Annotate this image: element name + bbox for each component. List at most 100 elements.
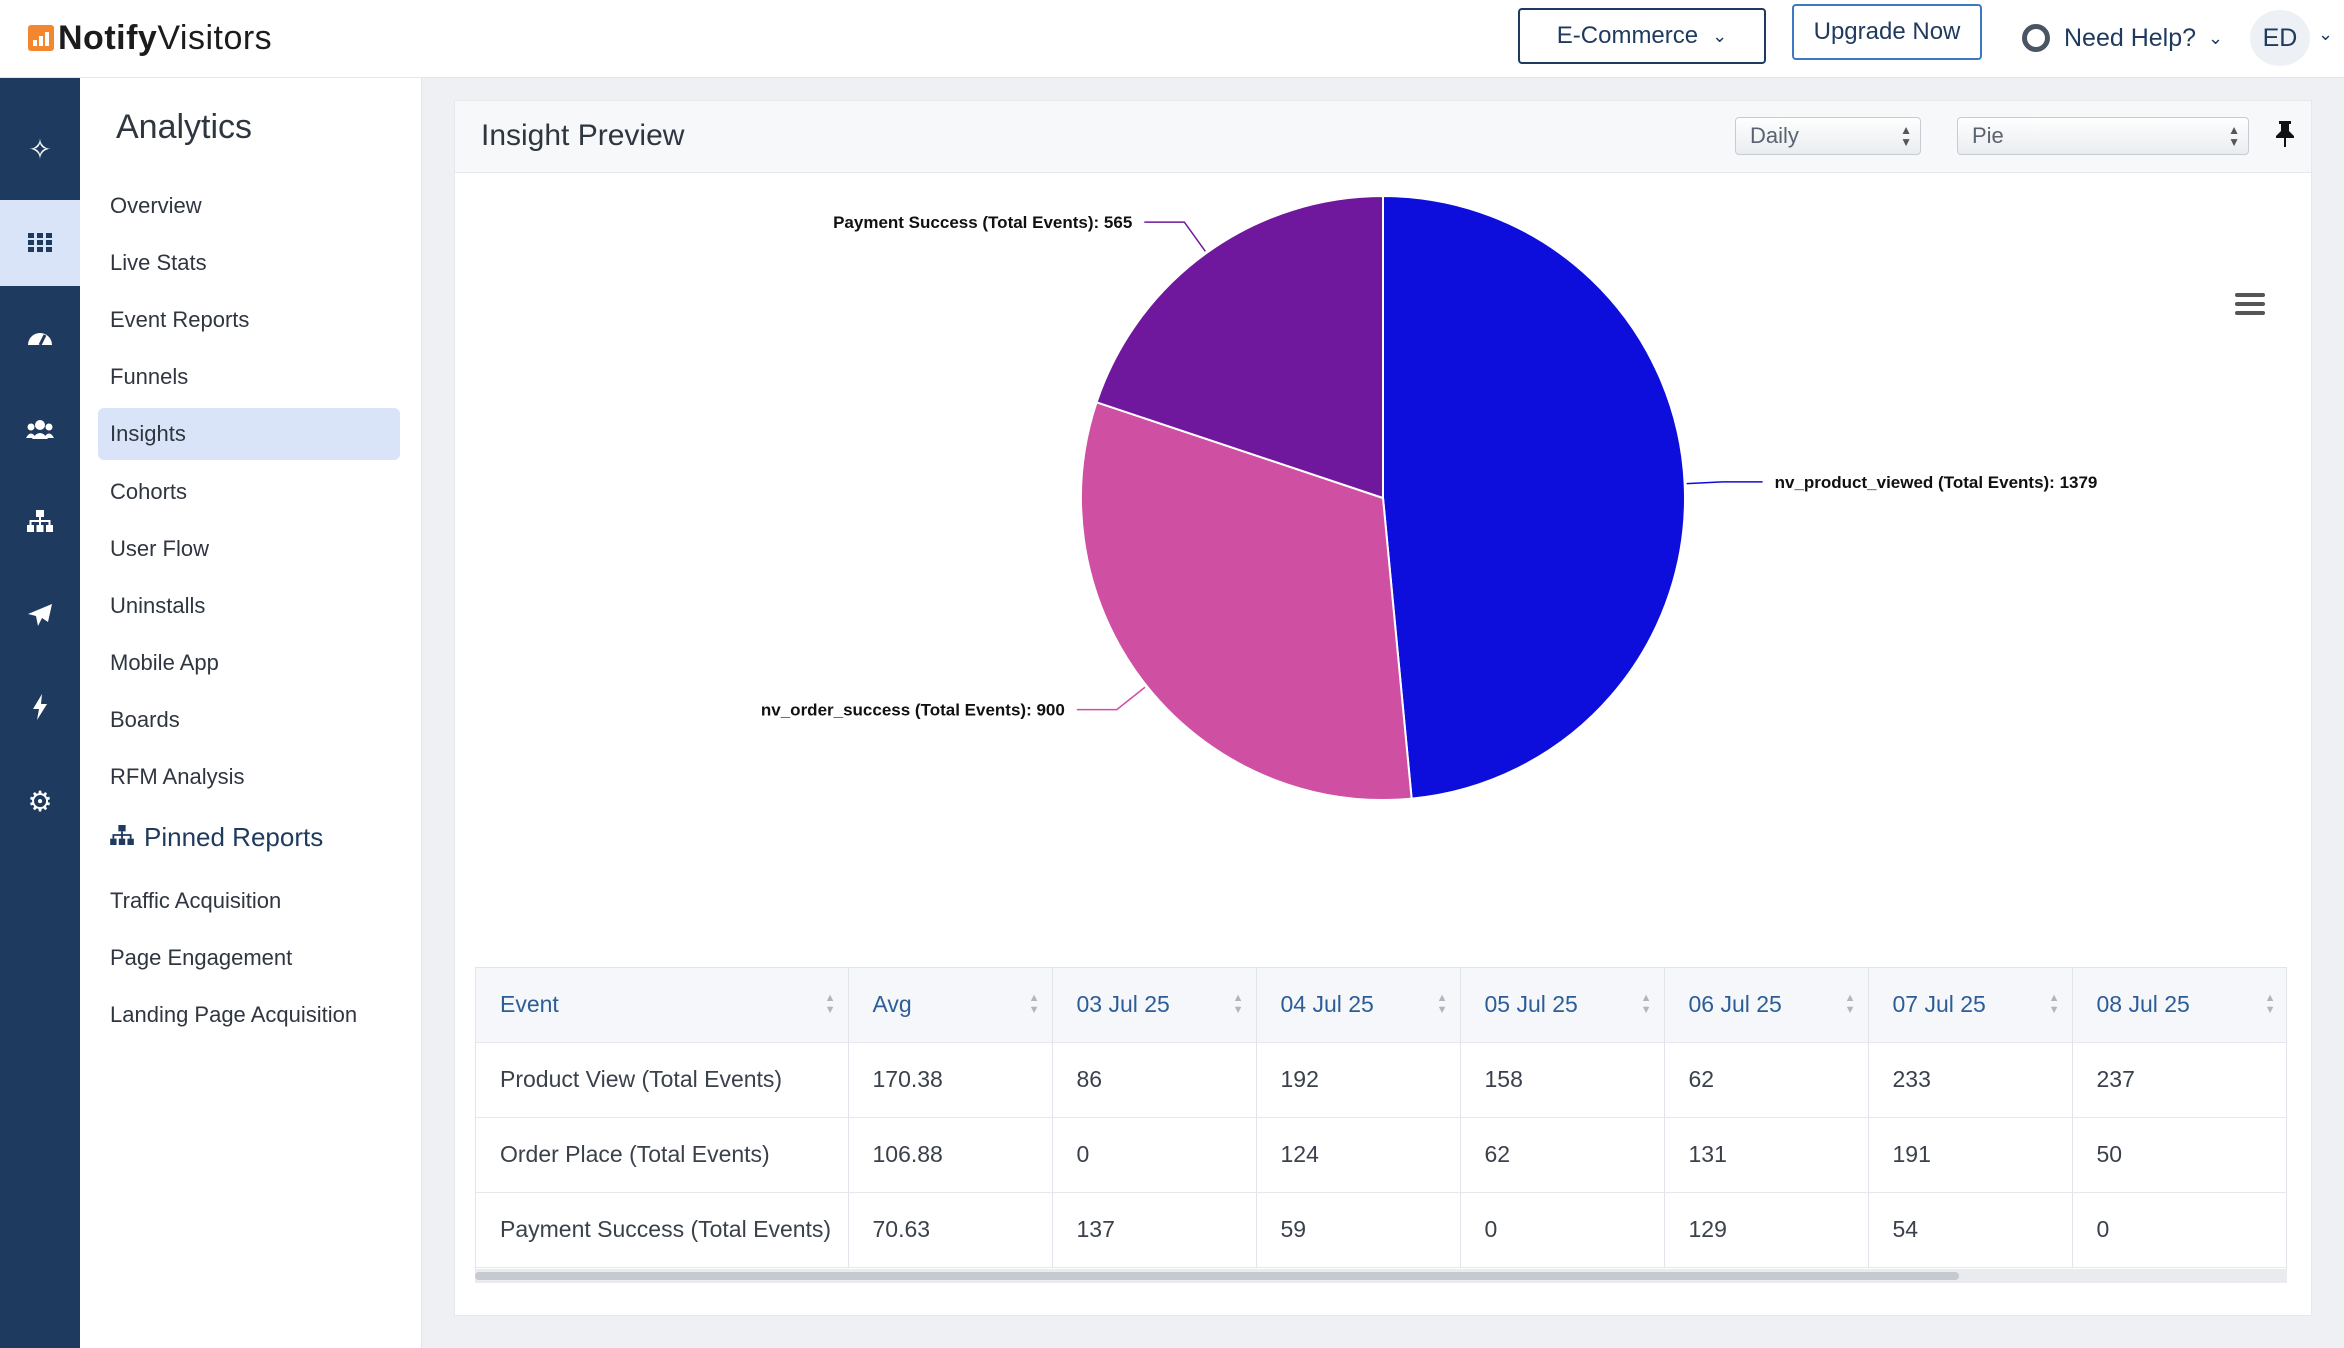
table-cell: 0 xyxy=(1052,1117,1257,1193)
send-icon[interactable] xyxy=(0,572,80,658)
table-cell: 86 xyxy=(1052,1042,1257,1118)
chart-menu-icon[interactable] xyxy=(2235,293,2265,317)
scrollbar-thumb[interactable] xyxy=(475,1272,1959,1280)
slice-connector-line xyxy=(1144,221,1206,252)
select-arrows-icon: ▲ ▼ xyxy=(2228,123,2240,149)
apps-grid-icon[interactable] xyxy=(0,200,80,286)
table-cell: 54 xyxy=(1868,1192,2073,1268)
table-cell: Order Place (Total Events) xyxy=(476,1117,849,1193)
table-cell: 170.38 xyxy=(848,1042,1053,1118)
menu-item-cohorts[interactable]: Cohorts xyxy=(110,479,188,504)
chevron-down-icon[interactable]: ⌄ xyxy=(2318,24,2334,44)
bolt-icon[interactable] xyxy=(0,664,80,750)
menu-item-insights[interactable]: Insights xyxy=(98,408,400,460)
column-header-date[interactable]: 03 Jul 25 ▲ ▼ xyxy=(1052,968,1257,1043)
column-header-date[interactable]: 07 Jul 25 ▲ ▼ xyxy=(1868,968,2073,1043)
pie-slice[interactable] xyxy=(1382,194,1686,800)
sort-icon[interactable]: ▲ ▼ xyxy=(1232,992,1244,1016)
menu-title: Analytics xyxy=(116,108,253,146)
sort-icon[interactable]: ▲ ▼ xyxy=(1640,992,1652,1016)
column-header-date[interactable]: 05 Jul 25 ▲ ▼ xyxy=(1460,968,1665,1043)
project-selector[interactable]: E-Commerce ⌄ xyxy=(1518,8,1766,64)
table-cell: 124 xyxy=(1256,1117,1461,1193)
table-cell: 0 xyxy=(2072,1192,2286,1268)
table-cell: Payment Success (Total Events) xyxy=(476,1192,849,1268)
chart-type-select[interactable]: Pie ▲ ▼ xyxy=(1957,117,2249,155)
upgrade-button[interactable]: Upgrade Now xyxy=(1792,4,1982,60)
menu-item-mobile-app[interactable]: Mobile App xyxy=(110,650,219,675)
pie-slice[interactable] xyxy=(1095,194,1384,500)
select-arrows-icon: ▲ ▼ xyxy=(1900,123,1912,149)
menu-item-boards[interactable]: Boards xyxy=(110,707,180,732)
insight-preview-panel: Insight Preview Daily ▲ ▼ Pie ▲ ▼ nv_produ… xyxy=(454,100,2312,1316)
column-header-date[interactable]: 06 Jul 25 ▲ ▼ xyxy=(1664,968,1869,1043)
menu-item-event-reports[interactable]: Event Reports xyxy=(110,307,250,332)
interval-select[interactable]: Daily ▲ ▼ xyxy=(1735,117,1921,155)
pin-icon[interactable] xyxy=(2275,121,2295,154)
sort-icon[interactable]: ▲ ▼ xyxy=(1028,992,1040,1016)
table-cell: 62 xyxy=(1460,1117,1665,1193)
column-header-date[interactable]: 08 Jul 25 ▲ ▼ xyxy=(2072,968,2286,1043)
slice-connector-line xyxy=(1076,686,1146,711)
project-selector-label: E-Commerce xyxy=(1556,22,1699,49)
lifebuoy-icon xyxy=(2022,24,2050,52)
chevron-down-icon: ⌄ xyxy=(1712,25,1728,46)
panel-title: Insight Preview xyxy=(481,119,685,152)
slice-connector-line xyxy=(1686,481,1763,485)
menu-item-overview[interactable]: Overview xyxy=(110,193,202,218)
pie-slice[interactable] xyxy=(1080,401,1413,801)
insight-table: Event ▲ ▼ Avg ▲ ▼ 03 Jul 25 ▲ ▼ 04 Jul 25 ▲ ▼ 05… xyxy=(475,967,2287,1283)
gear-icon[interactable]: ⚙ xyxy=(27,785,53,817)
table-cell: 70.63 xyxy=(848,1192,1053,1268)
logo-text: NotifyVisitors xyxy=(58,18,273,57)
help-label: Need Help? xyxy=(2064,23,2197,52)
slice-data-label: nv_order_success (Total Events): 900 xyxy=(761,701,1065,720)
table-cell: 191 xyxy=(1868,1117,2073,1193)
pinned-item-page-engagement[interactable]: Page Engagement xyxy=(110,945,293,970)
table-cell: 192 xyxy=(1256,1042,1461,1118)
table-cell: 0 xyxy=(1460,1192,1665,1268)
table-cell: Product View (Total Events) xyxy=(476,1042,849,1118)
table-cell: 158 xyxy=(1460,1042,1665,1118)
sitemap-icon xyxy=(110,824,134,851)
table-cell: 137 xyxy=(1052,1192,1257,1268)
sort-icon[interactable]: ▲ ▼ xyxy=(1844,992,1856,1016)
table-cell: 233 xyxy=(1868,1042,2073,1118)
icon-rail: ✧ ⚙ xyxy=(0,78,80,1348)
pie-chart-area: nv_product_viewed (Total Events): 1379 nv… xyxy=(455,173,2313,963)
interval-select-value: Daily xyxy=(1750,123,1799,148)
menu-item-live-stats[interactable]: Live Stats xyxy=(110,250,207,275)
table-row: Order Place (Total Events) 106.88 0 124 … xyxy=(476,1117,2286,1193)
column-header-date[interactable]: 04 Jul 25 ▲ ▼ xyxy=(1256,968,1461,1043)
pinned-item-landing-page-acquisition[interactable]: Landing Page Acquisition xyxy=(110,1002,358,1027)
menu-item-user-flow[interactable]: User Flow xyxy=(110,536,210,561)
sitemap-icon[interactable] xyxy=(0,478,80,564)
pinned-item-traffic-acquisition[interactable]: Traffic Acquisition xyxy=(110,888,282,913)
sort-icon[interactable]: ▲ ▼ xyxy=(824,992,836,1016)
dashboard-gauge-icon[interactable] xyxy=(0,294,80,380)
menu-item-funnels[interactable]: Funnels xyxy=(110,364,189,389)
table-cell: 129 xyxy=(1664,1192,1869,1268)
sort-icon[interactable]: ▲ ▼ xyxy=(1436,992,1448,1016)
analytics-menu: Analytics Overview Live Stats Event Repo… xyxy=(80,78,422,1348)
column-header-event[interactable]: Event ▲ ▼ xyxy=(476,968,849,1043)
users-icon[interactable] xyxy=(0,386,80,472)
menu-item-uninstalls[interactable]: Uninstalls xyxy=(110,593,206,618)
pinned-reports-heading: Pinned Reports xyxy=(110,822,323,853)
table-cell: 62 xyxy=(1664,1042,1869,1118)
horizontal-scrollbar[interactable] xyxy=(475,1269,2287,1283)
table-row: Product View (Total Events) 170.38 86 19… xyxy=(476,1042,2286,1118)
top-bar: NotifyVisitors E-Commerce ⌄ Upgrade Now … xyxy=(0,0,2344,78)
sparkle-icon[interactable]: ✧ xyxy=(28,133,52,165)
pie-chart: nv_product_viewed (Total Events): 1379 nv… xyxy=(761,194,2097,801)
avatar[interactable]: ED xyxy=(2250,10,2310,66)
pinned-reports-title: Pinned Reports xyxy=(144,822,324,852)
table-cell: 106.88 xyxy=(848,1117,1053,1193)
menu-item-rfm-analysis[interactable]: RFM Analysis xyxy=(110,764,245,789)
sort-icon[interactable]: ▲ ▼ xyxy=(2264,992,2276,1016)
app-logo[interactable]: NotifyVisitors xyxy=(28,18,272,58)
column-header-avg[interactable]: Avg ▲ ▼ xyxy=(848,968,1053,1043)
table-cell: 131 xyxy=(1664,1117,1869,1193)
help-menu[interactable]: Need Help? ⌄ xyxy=(2022,18,2223,58)
sort-icon[interactable]: ▲ ▼ xyxy=(2048,992,2060,1016)
